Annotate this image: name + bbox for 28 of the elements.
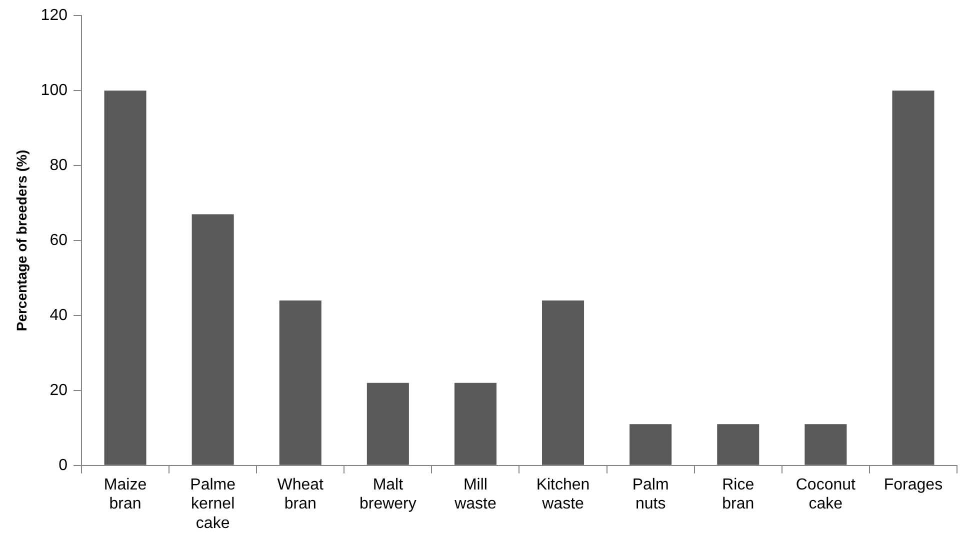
bar bbox=[804, 424, 847, 465]
bar bbox=[542, 300, 584, 465]
x-tick-label: Wheat bran bbox=[277, 476, 324, 513]
bar bbox=[454, 382, 496, 465]
x-tick-label: Kitchen waste bbox=[536, 476, 590, 513]
x-tick-label: Malt brewery bbox=[359, 476, 416, 513]
bar bbox=[104, 90, 146, 465]
bar bbox=[366, 382, 409, 465]
x-tick-label: Coconut cake bbox=[796, 476, 856, 513]
x-tick-label: Palm nuts bbox=[632, 476, 669, 513]
y-tick-label: 100 bbox=[40, 82, 68, 99]
x-tick-label: Mill waste bbox=[454, 476, 496, 513]
x-tick-label: Forages bbox=[884, 476, 943, 494]
y-tick-label: 120 bbox=[40, 7, 68, 24]
bar bbox=[717, 424, 760, 465]
y-tick-label: 80 bbox=[50, 156, 68, 174]
x-tick-label: Maize bran bbox=[104, 476, 147, 513]
x-tick-label: Rice bran bbox=[722, 476, 754, 513]
y-tick-label: 0 bbox=[58, 456, 68, 474]
y-tick-label: 60 bbox=[50, 232, 68, 249]
y-axis-title: Percentage of breeders (%) bbox=[13, 150, 30, 332]
bar bbox=[192, 214, 234, 465]
bar bbox=[630, 424, 672, 465]
x-tick-label: Palme kernel cake bbox=[190, 476, 236, 532]
y-tick-label: 40 bbox=[50, 306, 68, 324]
y-tick-label: 20 bbox=[50, 382, 68, 399]
bar bbox=[279, 300, 322, 465]
bar bbox=[892, 90, 934, 465]
